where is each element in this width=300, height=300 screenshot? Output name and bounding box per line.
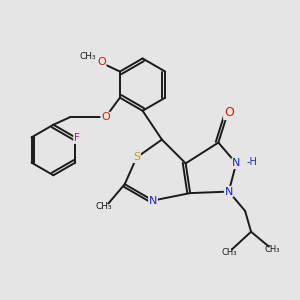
Text: CH₃: CH₃: [96, 202, 112, 211]
Text: CH₃: CH₃: [80, 52, 96, 61]
Text: CH₃: CH₃: [264, 245, 280, 254]
Text: O: O: [97, 57, 106, 67]
Text: F: F: [74, 133, 80, 143]
Text: CH₃: CH₃: [221, 248, 236, 257]
Text: S: S: [133, 152, 140, 162]
Text: N: N: [232, 158, 240, 168]
Text: O: O: [101, 112, 110, 122]
Text: N: N: [225, 187, 233, 196]
Text: O: O: [224, 106, 234, 119]
Text: N: N: [149, 196, 157, 206]
Text: -H: -H: [247, 157, 257, 167]
